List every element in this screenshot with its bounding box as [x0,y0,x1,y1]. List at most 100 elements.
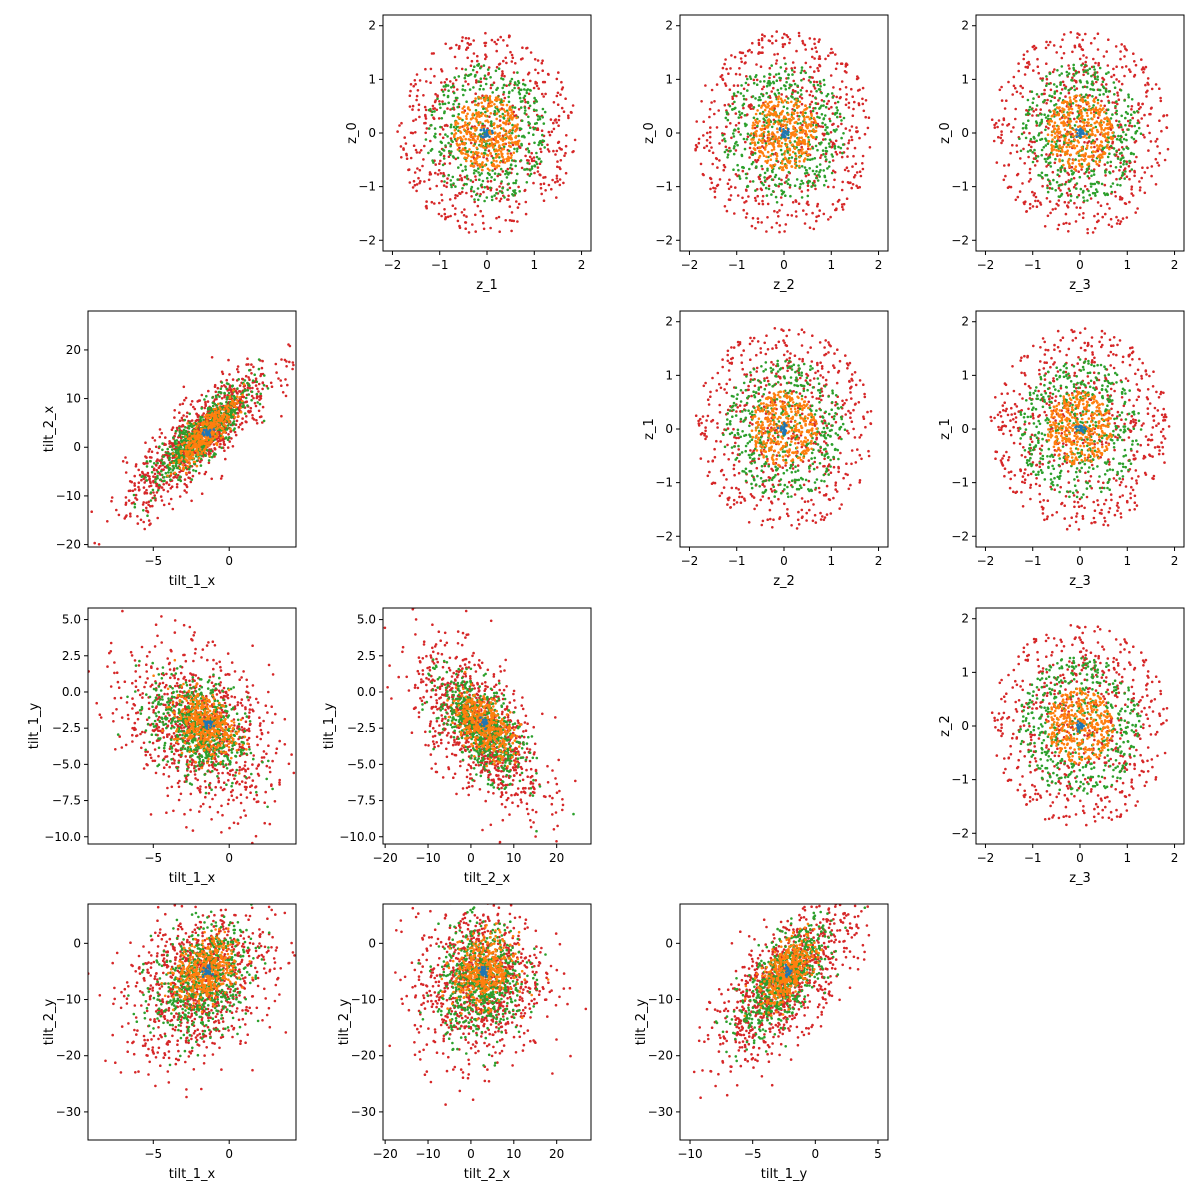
scatter-point [423,121,426,125]
scatter-point [861,154,865,158]
scatter-point [228,373,231,376]
scatter-point [832,122,835,126]
scatter-point [814,96,817,99]
scatter-point [784,194,787,197]
scatter-point [852,175,856,179]
scatter-point [1096,98,1100,102]
scatter-point [415,189,418,193]
scatter-point [1108,171,1112,175]
scatter-point [1063,183,1067,186]
scatter-point [526,161,529,165]
scatter-point [816,148,819,152]
scatter-point [1102,128,1106,132]
scatter-point [800,102,804,106]
scatter-point [828,160,831,164]
scatter-point [411,108,414,111]
scatter-point [1019,92,1022,95]
scatter-point [1130,188,1133,191]
scatter-point [838,112,842,116]
scatter-point [760,92,763,96]
scatter-point [1058,144,1061,147]
scatter-point [468,132,472,136]
scatter-point [817,124,821,128]
scatter-point [1068,222,1071,225]
scatter-point [440,69,444,73]
scatter-point [739,92,743,95]
scatter-point [184,464,187,467]
scatter-point [1075,104,1078,107]
scatter-point [783,70,787,73]
scatter-point [756,158,760,162]
scatter-point [1056,136,1060,140]
scatter-point [763,108,767,112]
scatter-point [832,169,835,173]
scatter-point [285,365,288,368]
scatter-point [1059,81,1063,84]
scatter-point [808,226,812,229]
scatter-point [449,80,452,83]
scatter-point [552,127,556,131]
scatter-point [785,176,788,179]
scatter-point [1112,134,1115,137]
scatter-point [764,100,767,104]
scatter-point [1079,116,1083,119]
scatter-point [1040,131,1043,134]
scatter-point [846,155,849,158]
scatter-point [514,143,518,146]
scatter-point [762,117,765,120]
scatter-point [173,475,177,479]
scatter-point [527,150,531,154]
scatter-point [536,118,540,121]
scatter-point [573,138,577,142]
scatter-point [499,115,503,118]
scatter-point [1080,165,1083,169]
scatter-point [558,183,562,187]
scatter-point [437,212,441,216]
scatter-point [813,179,816,183]
scatter-point [1082,106,1085,110]
scatter-point [1075,206,1078,209]
scatter-point [446,135,449,138]
scatter-point [818,80,822,83]
scatter-point [1062,52,1066,55]
scatter-point [525,91,529,95]
scatter-point [760,188,764,192]
scatter-point [1027,180,1031,183]
scatter-point [796,84,799,88]
scatter-point [1083,199,1086,203]
scatter-point [793,108,796,112]
scatter-point [1067,230,1070,233]
scatter-point [1058,117,1062,121]
scatter-point [1053,140,1056,144]
scatter-point [1104,127,1107,130]
scatter-point [1060,101,1064,104]
scatter-point [1109,217,1113,221]
scatter-point [1124,65,1128,68]
scatter-point [1048,94,1051,97]
scatter-point [1095,162,1099,166]
scatter-point [438,133,442,136]
scatter-point [516,71,519,74]
scatter-point [501,186,504,190]
scatter-point [1124,47,1127,50]
scatter-point [495,117,499,121]
scatter-point [442,184,446,187]
scatter-point [486,167,490,171]
scatter-point [1028,167,1032,171]
scatter-point [1022,53,1026,57]
scatter-point [1071,134,1075,138]
scatter-point [434,163,438,166]
scatter-point [1082,70,1086,73]
scatter-point [815,176,818,180]
scatter-point [521,100,524,103]
scatter-point [412,144,416,147]
scatter-point [800,66,804,69]
scatter-point [1091,80,1094,83]
scatter-point [1104,174,1107,177]
scatter-point [1068,124,1072,128]
scatter-point [729,185,733,188]
scatter-point [1064,180,1068,184]
scatter-point [468,88,472,91]
scatter-point [783,32,786,36]
scatter-point [489,186,492,190]
